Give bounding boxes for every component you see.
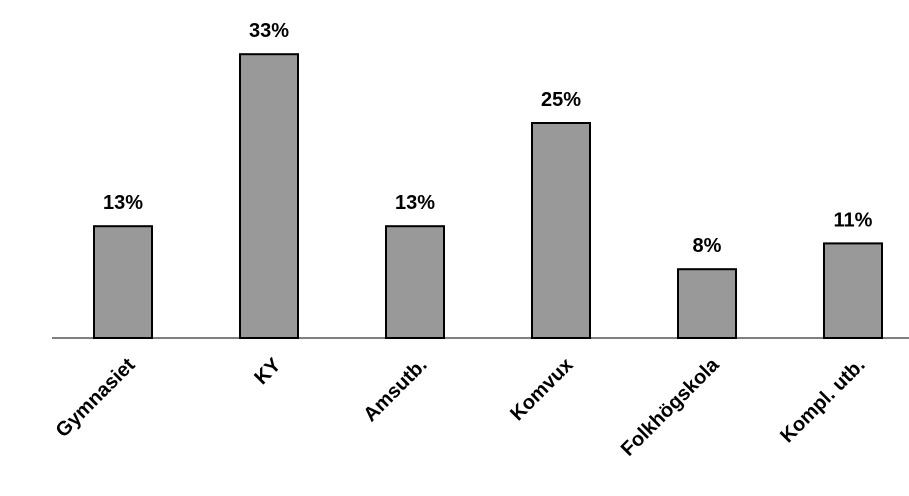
value-labels-group: 13% 33% 13% 25% 8% 11% xyxy=(103,20,873,257)
bar-0 xyxy=(93,225,153,339)
data-label-4: 8% xyxy=(693,235,722,257)
data-label-3: 25% xyxy=(541,89,581,111)
data-label-5: 11% xyxy=(834,209,873,231)
category-label-5: Kompl. utb. xyxy=(776,354,869,447)
data-label-2: 13% xyxy=(395,192,435,214)
bar-5 xyxy=(823,242,883,339)
bar-4 xyxy=(677,268,737,340)
category-label-0: Gymnasiet xyxy=(52,354,140,442)
category-labels-group: Gymnasiet KY Amsutb. Komvux Folkhögskola Komp… xyxy=(52,353,870,460)
data-label-0: 13% xyxy=(103,192,143,214)
data-label-1: 33% xyxy=(249,20,289,42)
category-label-3: Komvux xyxy=(506,354,577,425)
bar-3 xyxy=(531,122,591,339)
category-label-4: Folkhögskola xyxy=(617,353,724,460)
bars-group xyxy=(93,53,883,340)
category-label-2: Amsutb. xyxy=(359,354,431,426)
bar-2 xyxy=(385,225,445,339)
category-label-1: KY xyxy=(250,354,286,390)
bar-1 xyxy=(239,53,299,339)
